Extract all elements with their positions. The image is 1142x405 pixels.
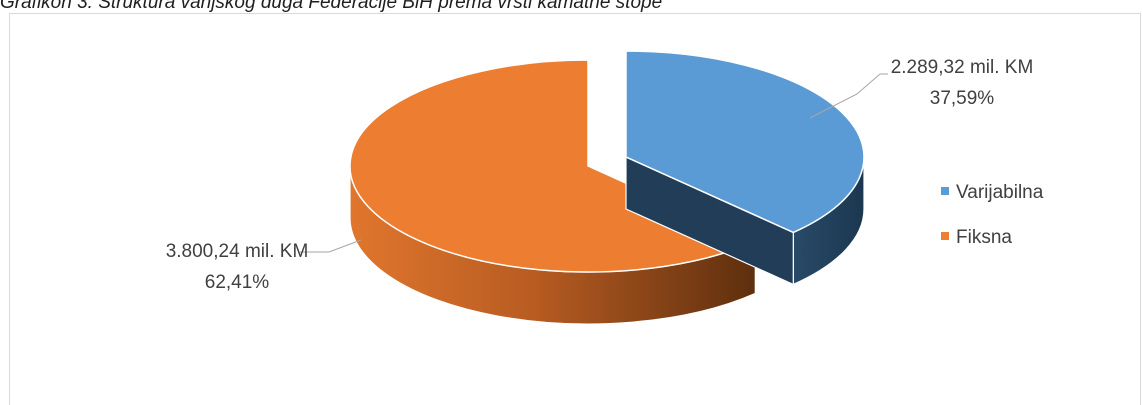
leader-lines [300,73,888,253]
chart-caption: Grafikon 3: Struktura vanjskog duga Fede… [0,0,663,13]
leader-line-fiksna [300,239,362,253]
pie-layer [349,50,865,325]
pie-slice-varijabilna [625,50,865,286]
legend-label-varijabilna: Varijabilna [956,182,1044,203]
legend: Varijabilna Fiksna [941,182,1044,248]
legend-swatch-fiksna [941,232,949,240]
data-label-percent-varijabilna: 37,59% [930,88,995,109]
legend-swatch-varijabilna [941,187,949,195]
data-label-value-varijabilna: 2.289,32 mil. KM [891,57,1034,78]
pie-top-varijabilna [625,50,865,234]
data-label-value-fiksna: 3.800,24 mil. KM [166,241,309,262]
data-labels: 2.289,32 mil. KM 37,59% 3.800,24 mil. KM 62… [166,57,1034,293]
leader-line-varijabilna [809,73,888,119]
data-label-percent-fiksna: 62,41% [205,272,270,293]
legend-label-fiksna: Fiksna [956,227,1012,248]
